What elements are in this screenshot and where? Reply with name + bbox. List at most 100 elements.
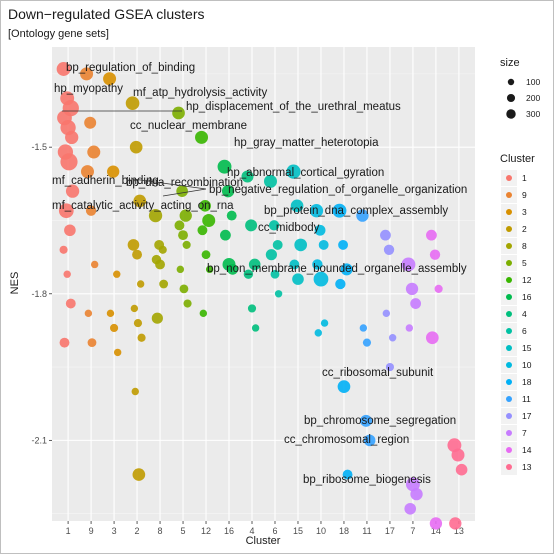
data-point-cluster-5 <box>176 185 188 197</box>
data-point-cluster-3 <box>107 165 120 178</box>
size-legend-dot <box>506 93 516 103</box>
data-point-cluster-9 <box>85 205 97 216</box>
cluster-legend-swatch <box>506 226 512 232</box>
data-point-cluster-10 <box>309 204 324 218</box>
x-tick-label: 1 <box>66 526 71 536</box>
x-tick-label: 17 <box>385 526 395 536</box>
x-tick-label: 15 <box>293 526 303 536</box>
data-point-cluster-10 <box>314 224 326 236</box>
cluster-legend-swatch <box>506 311 512 317</box>
data-point-cluster-14 <box>429 517 443 530</box>
data-point-cluster-1 <box>59 245 68 254</box>
data-point-cluster-4 <box>251 324 260 332</box>
data-point-cluster-5 <box>179 209 192 222</box>
data-point-cluster-15 <box>286 164 301 179</box>
data-point-cluster-1 <box>65 184 80 198</box>
cluster-legend: Cluster 1 9 3 2 8 5 12 16 4 6 15 10 18 11 17 7 14 13 <box>500 153 535 475</box>
data-point-cluster-1 <box>59 337 70 348</box>
data-point-cluster-7 <box>405 477 420 492</box>
cluster-legend-swatch <box>506 447 512 453</box>
cluster-legend-label: 11 <box>522 394 531 404</box>
cluster-legend-swatch <box>506 294 512 300</box>
cluster-legend-label: 9 <box>522 190 527 200</box>
point-label: bp_dna_recombination <box>126 177 243 189</box>
data-point-cluster-7 <box>405 324 414 332</box>
point-label: bp_regulation_of_binding <box>66 62 195 74</box>
data-point-cluster-5 <box>176 265 185 274</box>
cluster-legend-swatch <box>506 328 512 334</box>
cluster-legend-label: 3 <box>522 207 527 217</box>
data-point-cluster-2 <box>130 304 139 313</box>
point-label: bp_ribosome_biogenesis <box>303 474 431 486</box>
cluster-legend-label: 1 <box>522 173 527 183</box>
point-label: hp_displacement_of_the_urethral_meatus <box>186 101 401 113</box>
cluster-legend-label: 17 <box>522 411 532 421</box>
data-point-cluster-7 <box>404 502 417 515</box>
data-point-cluster-8 <box>148 208 163 223</box>
data-point-cluster-1 <box>63 270 71 278</box>
data-point-cluster-13 <box>449 517 462 530</box>
point-label: hp_myopathy <box>54 83 123 95</box>
data-point-cluster-6 <box>270 269 280 279</box>
x-tick-label: 8 <box>158 526 163 536</box>
data-point-cluster-15 <box>292 273 304 285</box>
data-point-cluster-3 <box>109 323 119 333</box>
size-legend-title: size <box>500 57 520 69</box>
data-point-cluster-5 <box>182 240 191 249</box>
data-point-cluster-2 <box>137 333 146 342</box>
cluster-legend-label: 4 <box>522 309 527 319</box>
cluster-legend-label: 6 <box>522 326 527 336</box>
x-tick-label: 6 <box>272 526 277 536</box>
point-label: mf_atp_hydrolysis_activity <box>133 87 267 99</box>
size-legend: size 100 200 300 <box>500 57 540 119</box>
data-point-cluster-11 <box>359 324 368 332</box>
data-point-cluster-12 <box>199 309 208 318</box>
data-point-cluster-6 <box>268 220 280 231</box>
x-tick-label: 5 <box>181 526 186 536</box>
y-tick-label: -1.8 <box>31 289 47 299</box>
data-point-cluster-9 <box>84 309 93 318</box>
data-point-cluster-11 <box>360 414 373 427</box>
data-point-cluster-2 <box>136 280 145 288</box>
data-point-cluster-8 <box>151 312 163 324</box>
point-label: cc_midbody <box>258 222 320 234</box>
data-point-cluster-17 <box>380 229 391 241</box>
cluster-legend-label: 7 <box>522 428 527 438</box>
data-point-cluster-12 <box>197 225 208 236</box>
chart-title: Down−regulated GSEA clusters <box>8 6 205 22</box>
data-point-cluster-7 <box>405 282 419 296</box>
data-point-cluster-18 <box>337 380 351 393</box>
y-axis-title: NES <box>9 272 21 295</box>
size-legend-label: 300 <box>526 109 540 119</box>
x-tick-label: 10 <box>316 526 326 536</box>
data-point-cluster-18 <box>338 239 349 250</box>
data-point-cluster-1 <box>58 203 74 219</box>
data-point-cluster-17 <box>382 309 391 318</box>
size-legend-label: 100 <box>526 77 540 87</box>
data-point-cluster-11 <box>363 434 376 447</box>
data-point-cluster-18 <box>340 263 353 276</box>
size-legend-dot <box>506 109 516 119</box>
x-tick-label: 2 <box>135 526 140 536</box>
data-point-cluster-11 <box>356 209 369 222</box>
x-tick-label: 14 <box>431 526 441 536</box>
data-point-cluster-5 <box>179 284 189 294</box>
data-point-cluster-11 <box>362 338 372 347</box>
data-point-cluster-14 <box>434 284 443 293</box>
cluster-legend-swatch <box>506 175 512 181</box>
data-point-cluster-3 <box>103 72 117 86</box>
x-tick-label: 11 <box>362 526 371 536</box>
point-label: hp_abnormal_cortical_gyration <box>227 167 384 179</box>
data-point-cluster-2 <box>132 468 146 481</box>
y-tick-label: -2.1 <box>31 435 47 445</box>
cluster-legend-swatch <box>506 209 512 215</box>
cluster-legend-label: 15 <box>522 343 532 353</box>
x-tick-label: 4 <box>249 526 254 536</box>
cluster-legend-label: 8 <box>522 241 527 251</box>
x-axis-title: Cluster <box>246 535 281 547</box>
cluster-legend-swatch <box>506 192 512 198</box>
size-legend-dot <box>507 78 515 86</box>
data-point-cluster-16 <box>217 159 232 174</box>
data-point-cluster-10 <box>320 319 329 327</box>
cluster-legend-label: 14 <box>522 445 532 455</box>
